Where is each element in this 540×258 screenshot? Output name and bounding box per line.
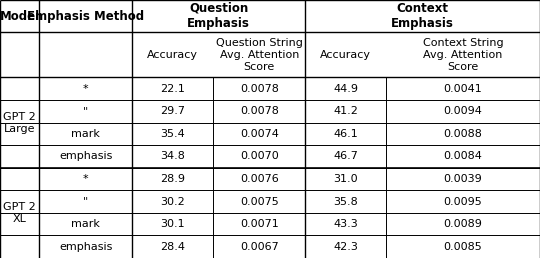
Text: 35.8: 35.8 (333, 197, 358, 207)
Text: Context
Emphasis: Context Emphasis (391, 2, 454, 30)
Text: 43.3: 43.3 (333, 219, 358, 229)
Text: Emphasis Method: Emphasis Method (28, 10, 144, 23)
Text: emphasis: emphasis (59, 151, 112, 162)
Text: ": " (83, 197, 89, 207)
Text: mark: mark (71, 129, 100, 139)
Text: 35.4: 35.4 (160, 129, 185, 139)
Text: emphasis: emphasis (59, 242, 112, 252)
Text: Accuracy: Accuracy (320, 50, 371, 60)
Text: 42.3: 42.3 (333, 242, 358, 252)
Text: Question String
Avg. Attention
Score: Question String Avg. Attention Score (216, 38, 302, 72)
Text: ": " (83, 106, 89, 116)
Text: 0.0041: 0.0041 (444, 84, 482, 94)
Text: 0.0074: 0.0074 (240, 129, 279, 139)
Text: 0.0070: 0.0070 (240, 151, 279, 162)
Text: 0.0088: 0.0088 (444, 129, 482, 139)
Text: 41.2: 41.2 (333, 106, 358, 116)
Text: 28.9: 28.9 (160, 174, 185, 184)
Text: GPT 2
Large: GPT 2 Large (3, 111, 36, 134)
Text: 0.0039: 0.0039 (444, 174, 482, 184)
Text: 0.0067: 0.0067 (240, 242, 279, 252)
Text: *: * (83, 174, 89, 184)
Text: 30.2: 30.2 (160, 197, 185, 207)
Text: 46.1: 46.1 (333, 129, 358, 139)
Text: 22.1: 22.1 (160, 84, 185, 94)
Text: 29.7: 29.7 (160, 106, 185, 116)
Text: Context String
Avg. Attention
Score: Context String Avg. Attention Score (423, 38, 503, 72)
Text: 31.0: 31.0 (333, 174, 358, 184)
Text: 0.0078: 0.0078 (240, 106, 279, 116)
Text: 44.9: 44.9 (333, 84, 358, 94)
Text: 0.0071: 0.0071 (240, 219, 279, 229)
Text: 34.8: 34.8 (160, 151, 185, 162)
Text: 0.0084: 0.0084 (444, 151, 482, 162)
Text: 0.0095: 0.0095 (444, 197, 482, 207)
Text: Question
Emphasis: Question Emphasis (187, 2, 250, 30)
Text: 30.1: 30.1 (160, 219, 185, 229)
Text: 0.0085: 0.0085 (444, 242, 482, 252)
Text: 28.4: 28.4 (160, 242, 185, 252)
Text: mark: mark (71, 219, 100, 229)
Text: 0.0076: 0.0076 (240, 174, 279, 184)
Text: Model: Model (0, 10, 40, 23)
Text: GPT 2
XL: GPT 2 XL (3, 202, 36, 224)
Text: 46.7: 46.7 (333, 151, 358, 162)
Text: 0.0075: 0.0075 (240, 197, 279, 207)
Text: 0.0078: 0.0078 (240, 84, 279, 94)
Text: Accuracy: Accuracy (147, 50, 198, 60)
Text: *: * (83, 84, 89, 94)
Text: 0.0089: 0.0089 (444, 219, 482, 229)
Text: 0.0094: 0.0094 (444, 106, 482, 116)
